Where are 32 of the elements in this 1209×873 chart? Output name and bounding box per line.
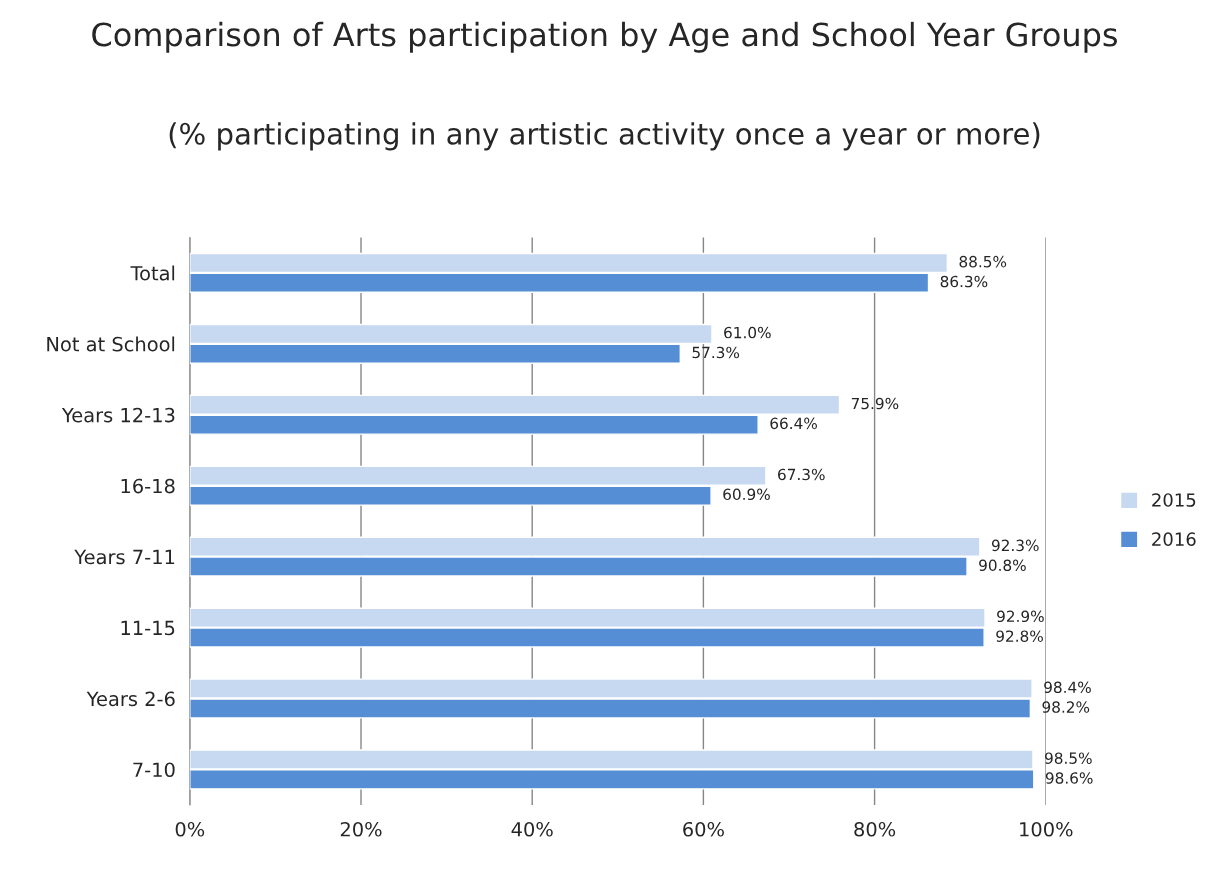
y-tick-label: Years 2-6: [86, 691, 175, 707]
x-tick-label: 40%: [511, 821, 553, 837]
x-tick-label: 0%: [175, 821, 205, 837]
data-label: 86.3%: [940, 275, 988, 288]
data-label: 61.0%: [724, 326, 771, 339]
legend-label: 2016: [1152, 532, 1196, 546]
data-label: 92.9%: [997, 610, 1044, 623]
chart-subtitle: (% participating in any artistic activity once a year or more): [169, 122, 1040, 151]
y-tick-label: Years 7-11: [74, 549, 175, 565]
data-label: 98.4%: [1044, 681, 1091, 694]
data-label: 88.5%: [959, 255, 1007, 268]
legend-label: 2015: [1152, 493, 1196, 507]
data-label: 66.4%: [770, 417, 817, 430]
chart-title: Comparison of Arts participation by Age and School Year Groups: [92, 21, 1117, 53]
data-label: 98.2%: [1042, 701, 1090, 713]
y-tick-label: Years 12-13: [61, 407, 175, 423]
y-tick-label: Not at School: [47, 336, 175, 352]
x-tick-label: 100%: [1020, 821, 1073, 837]
y-tick-label: 16-18: [121, 478, 175, 494]
data-label: 98.6%: [1045, 772, 1093, 784]
data-label: 60.9%: [723, 488, 770, 501]
data-label: 67.3%: [778, 468, 825, 481]
data-label: 90.8%: [979, 559, 1026, 572]
data-label: 98.5%: [1045, 752, 1092, 764]
x-tick-label: 60%: [683, 821, 724, 837]
y-tick-label: 11-15: [121, 620, 175, 636]
y-tick-label: Total: [130, 265, 175, 281]
data-label: 92.8%: [996, 630, 1043, 642]
x-tick-label: 80%: [854, 821, 896, 837]
x-tick-label: 20%: [340, 821, 382, 837]
y-tick-label: 7-10: [133, 762, 175, 778]
data-label: 92.3%: [991, 539, 1039, 552]
